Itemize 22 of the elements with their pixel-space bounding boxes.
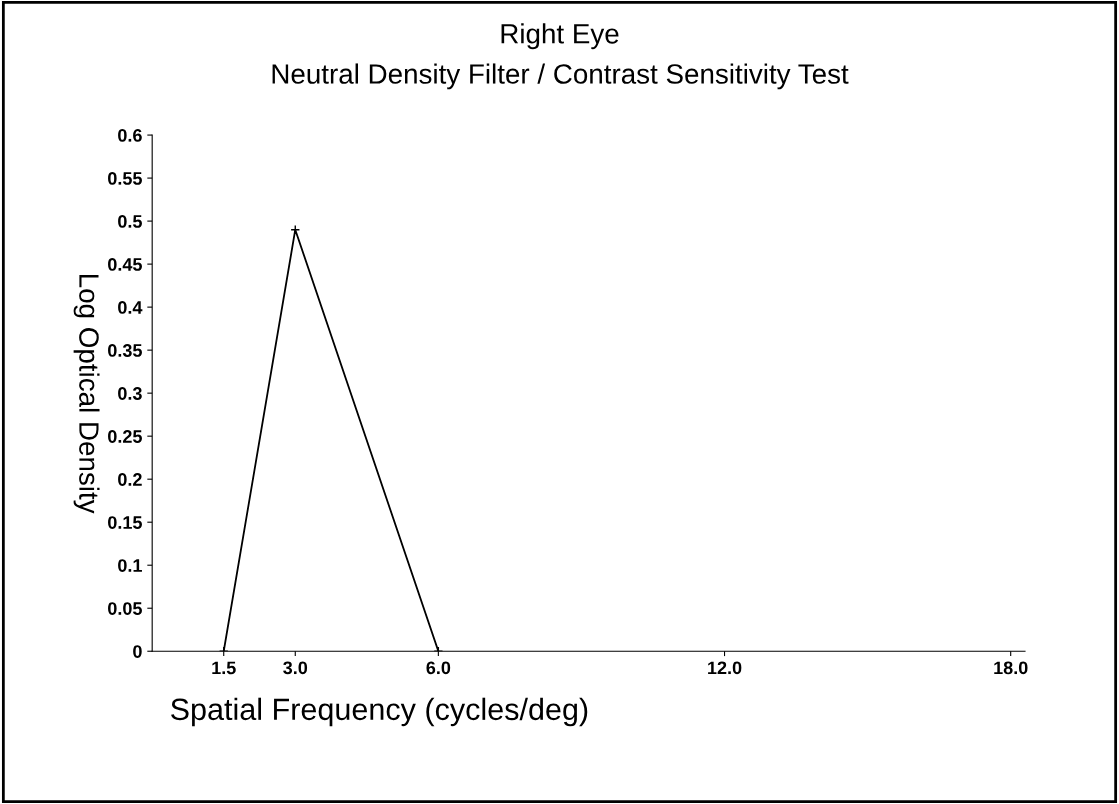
y-tick-label: 0.35 (108, 344, 142, 357)
chart-subtitle: Neutral Density Filter / Contrast Sensitivity Test (272, 63, 849, 90)
y-tick-label: 0.45 (108, 258, 142, 271)
y-tick-label: 0.5 (118, 215, 142, 228)
y-tick-label: 0.1 (118, 559, 142, 572)
y-tick-label: 0.25 (108, 430, 142, 443)
x-tick-label: 18.0 (994, 661, 1028, 675)
x-tick-label: 3.0 (283, 661, 308, 675)
y-tick-label: 0 (133, 645, 142, 658)
y-tick-label: 0.4 (118, 301, 143, 314)
x-tick-label: 1.5 (212, 661, 236, 675)
y-axis-title: Log Optical Density (73, 275, 100, 514)
x-tick-label: 6.0 (426, 661, 451, 675)
y-tick-label: 0.55 (108, 172, 142, 185)
y-tick-label: 0.6 (118, 129, 142, 142)
x-axis-title: Spatial Frequency (cycles/deg) (171, 697, 588, 727)
y-tick-label: 0.05 (108, 602, 142, 615)
y-tick-label: 0.3 (118, 387, 142, 400)
chart-title: Right Eye (501, 23, 619, 50)
y-tick-label: 0.15 (108, 516, 142, 529)
x-tick-label: 12.0 (708, 661, 742, 675)
y-tick-label: 0.2 (118, 473, 142, 486)
